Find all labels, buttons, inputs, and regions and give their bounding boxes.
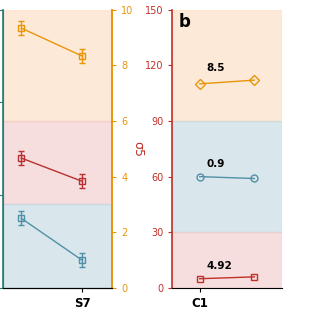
Text: 4.92: 4.92 <box>206 261 232 271</box>
Text: 8.5: 8.5 <box>206 63 225 73</box>
Text: 0.9: 0.9 <box>206 159 225 169</box>
Bar <box>3 121 112 204</box>
Bar <box>172 10 282 121</box>
Y-axis label: σ5: σ5 <box>131 141 144 157</box>
Bar <box>3 10 112 121</box>
Bar <box>172 121 282 232</box>
Text: b: b <box>179 13 191 31</box>
Y-axis label: Grain size (nm): Grain size (nm) <box>200 114 209 184</box>
Bar <box>3 204 112 288</box>
Bar <box>172 232 282 288</box>
